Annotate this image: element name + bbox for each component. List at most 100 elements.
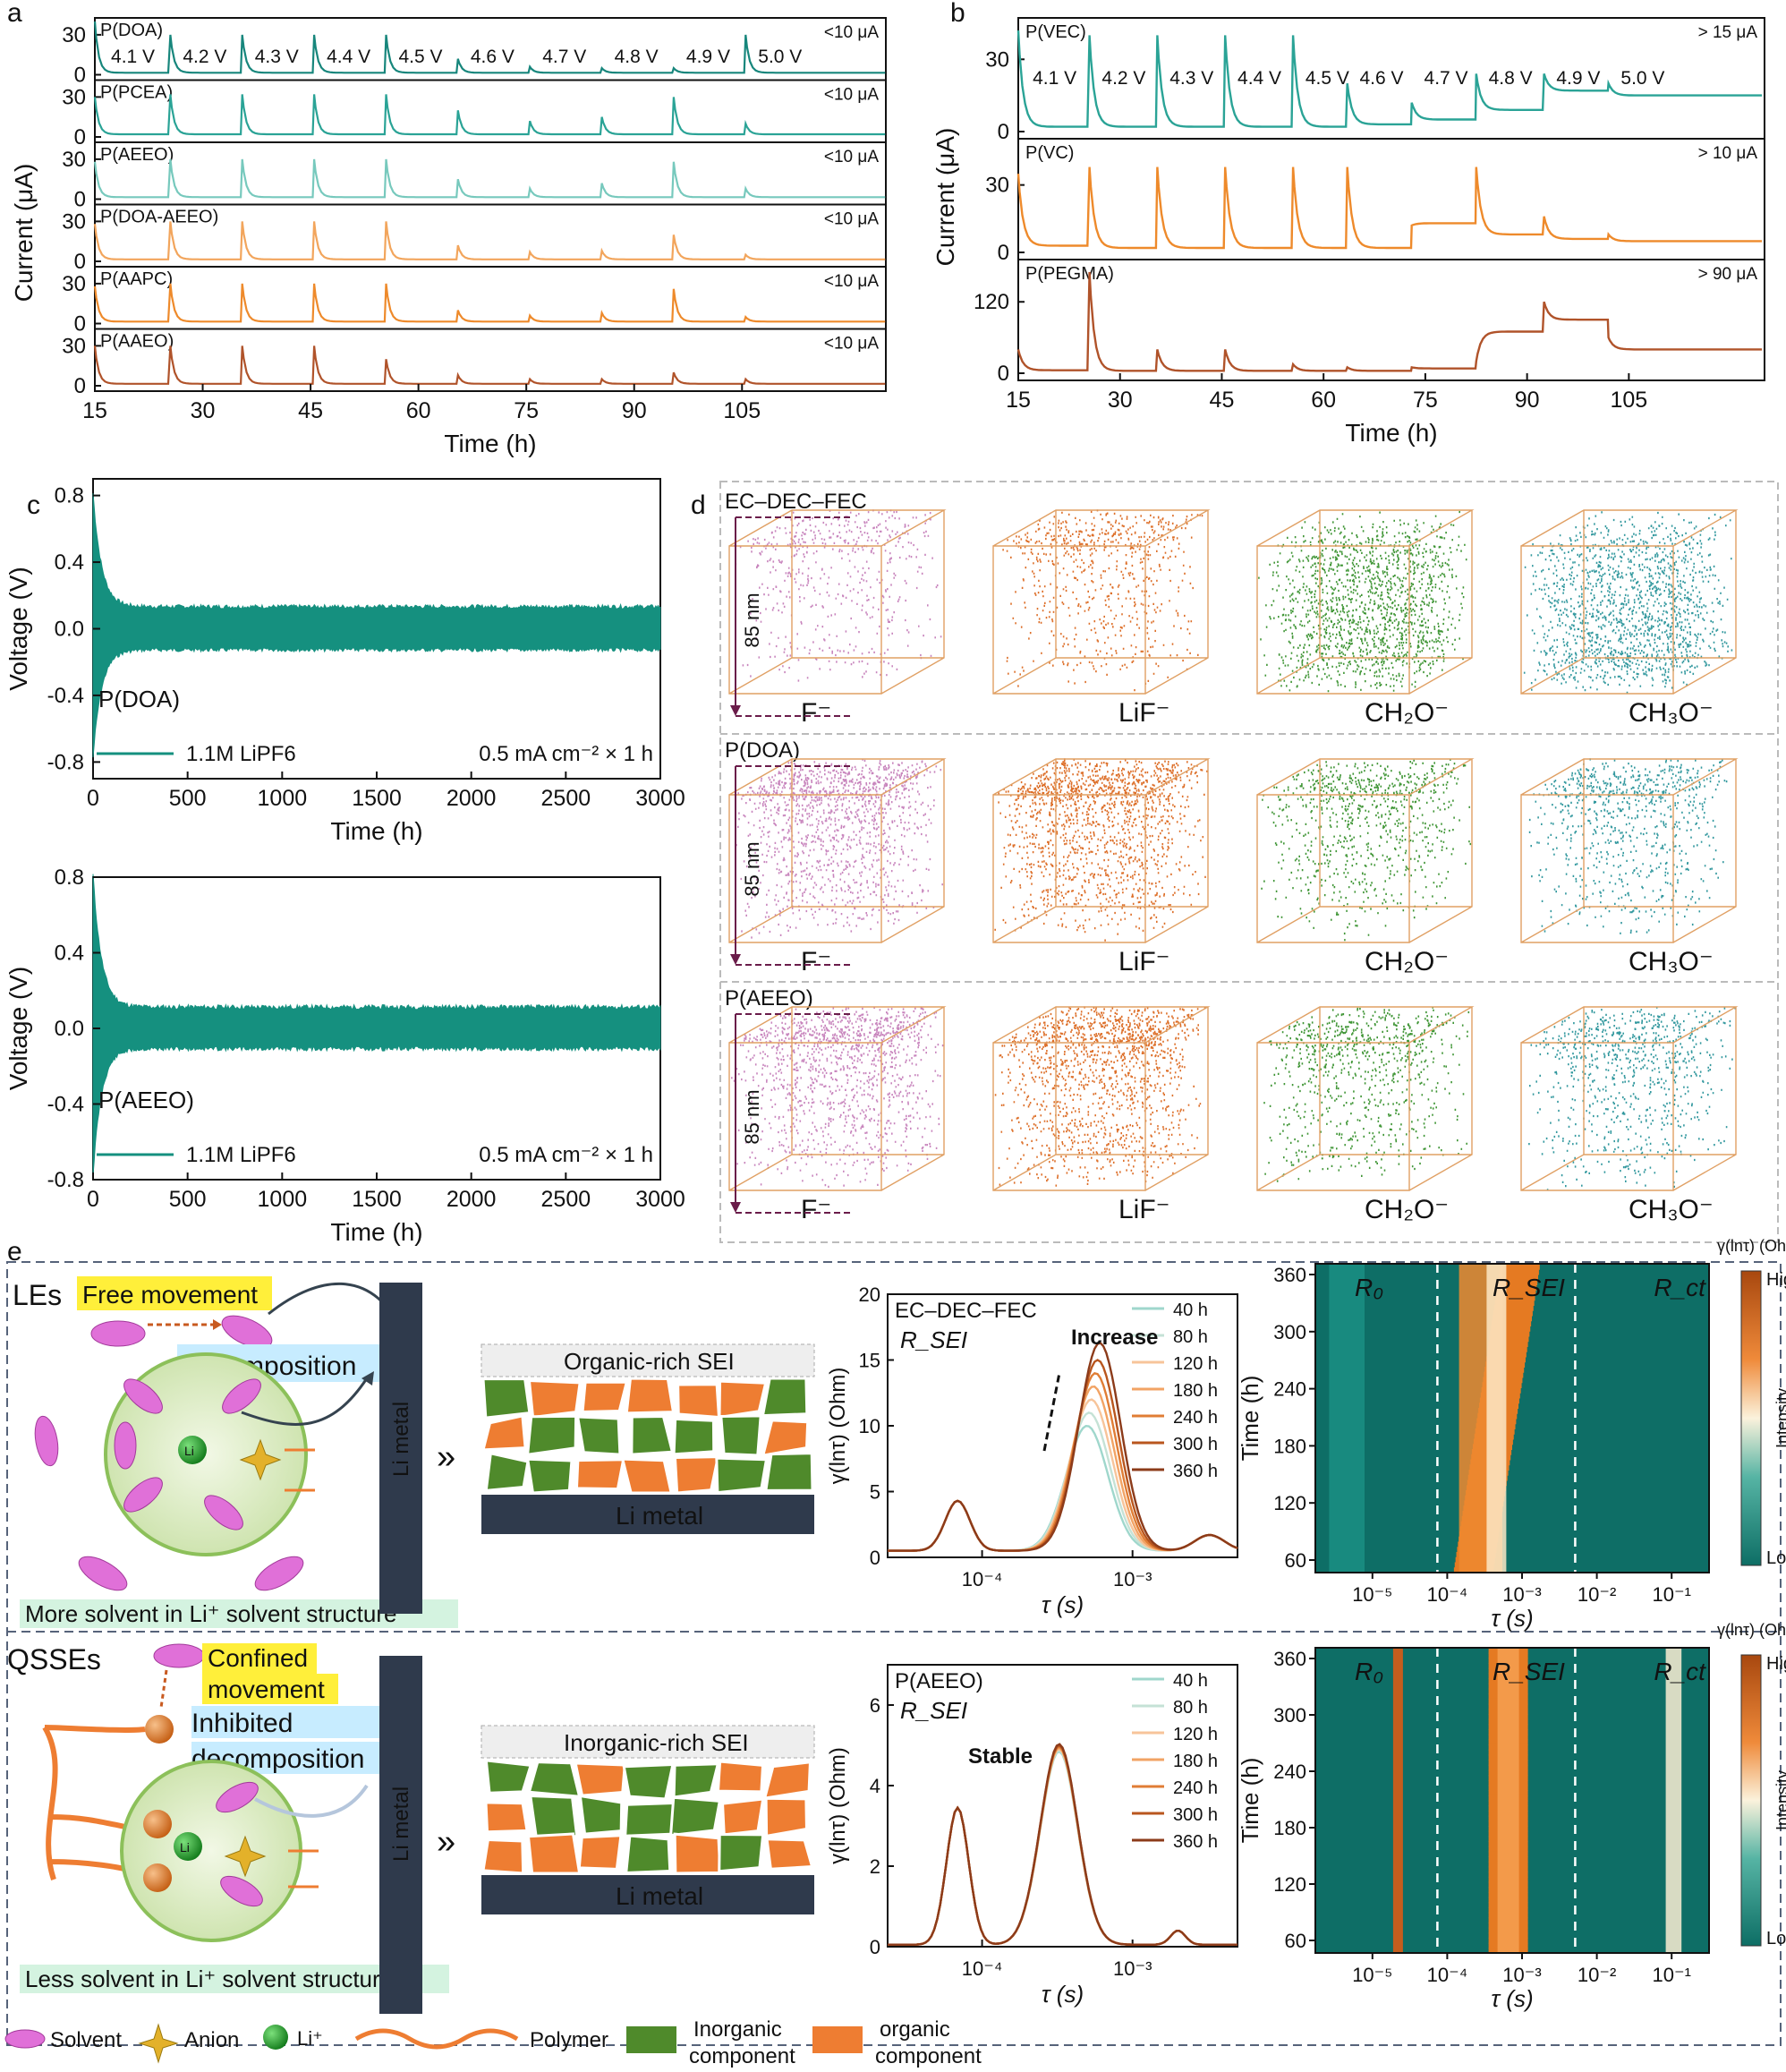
panel-a-voltage-label: 4.8 V (615, 47, 659, 67)
heatmap-band (1494, 1300, 1535, 1306)
panel-d-cube-edges (1256, 758, 1475, 943)
sei-grain (764, 1796, 808, 1838)
panel-d-cube (1256, 1006, 1475, 1191)
drt-ytick: 2 (870, 1855, 880, 1878)
colorbar (1740, 1270, 1762, 1566)
panel-a-voltage-label: 4.9 V (686, 47, 730, 67)
sei-grain (484, 1451, 530, 1493)
panel-d-ion-cloud (1523, 511, 1733, 694)
panel-c-ytick: 0.4 (55, 942, 84, 966)
li-ion (178, 1436, 207, 1464)
colorbar (1740, 1654, 1762, 1947)
panel-a-voltage-label: 4.7 V (542, 47, 586, 67)
li-metal-base-top (481, 1495, 814, 1534)
panel-d-ion-cloud (1261, 758, 1472, 942)
heatmap-ytick: 240 (1273, 1378, 1306, 1401)
panel-a-line-5 (93, 283, 886, 323)
panel-a-voltage-label: 5.0 V (758, 47, 802, 67)
panel-b-voltage-label: 4.6 V (1360, 68, 1404, 89)
panel-b-voltage-label: 4.3 V (1169, 68, 1213, 89)
panel-d-column-label: CH₃O⁻ (1629, 698, 1714, 728)
panel-c-xtick: 2500 (541, 786, 591, 811)
panel-label-c: c (27, 490, 40, 520)
panel-d-cube (1520, 758, 1739, 943)
panel-d-arrow-head (730, 954, 741, 965)
panel-c-xtick: 2500 (541, 1187, 591, 1212)
heatmap-ytick: 180 (1273, 1817, 1306, 1839)
legend-anion-swatch (138, 2023, 179, 2064)
panel-d-cube (992, 1006, 1211, 1191)
panel-d-ion-cloud (735, 758, 943, 939)
les-schematic: LEs Free movement Decomposition Li More … (13, 1276, 815, 1628)
legend-anion: Anion (184, 2028, 239, 2052)
panel-d-ion-cloud (1528, 1006, 1736, 1191)
panel-d-column-label: LiF⁻ (1118, 698, 1170, 728)
panel-a-line-4 (93, 221, 886, 260)
panel-d-cube-edges (1520, 758, 1739, 943)
sei-grain (718, 1833, 765, 1873)
panel-c-xtick: 500 (169, 1187, 207, 1212)
colorbar-title: γ(lnτ) (Ohm) (1717, 1237, 1786, 1255)
heatmap-ylabel: Time (h) (1237, 1376, 1263, 1462)
panel-a-xlabel: Time (h) (444, 430, 536, 457)
panel-e-frame (6, 1261, 1782, 2046)
colorbar-mid: Intensity (1773, 1770, 1786, 1830)
panel-d-ion-cloud (1528, 758, 1728, 934)
panel-a-series-name: P(AEEO) (100, 145, 174, 165)
heatmap-region-label: R_ct (1654, 1274, 1706, 1301)
bottom-legend: Solvent Anion Li⁺ Polymer Inorganic comp… (4, 2017, 982, 2068)
drt-xtick: 10⁻³ (1113, 1957, 1152, 1980)
panel-b-line-3 (1016, 271, 1762, 372)
panel-a-series-name: P(PCEA) (100, 83, 173, 103)
panel-c-xtick: 500 (169, 786, 207, 811)
panel-b-ytick: 0 (998, 362, 1009, 386)
panel-d-column-label: CH₃O⁻ (1629, 1195, 1714, 1224)
panel-d-cube-edges (1256, 509, 1475, 695)
panel-label-d: d (691, 490, 706, 520)
heatmap-xtick: 10⁻³ (1502, 1964, 1541, 1986)
panel-a-series-name: P(DOA) (100, 21, 163, 40)
sei-grain (525, 1414, 578, 1456)
panel-b-voltage-label: 4.4 V (1237, 68, 1281, 89)
panel-d-row-label: P(DOA) (725, 738, 800, 763)
panel-label-b: b (950, 0, 965, 28)
heatmap-ytick: 120 (1273, 1873, 1306, 1896)
panel-b-line-2 (1016, 166, 1762, 250)
inorganic-sei-title: Inorganic-rich SEI (564, 1729, 749, 1756)
panel-c-legend: 1.1M LiPF6 (186, 742, 296, 766)
panel-c-ytick: 0.8 (55, 484, 84, 508)
panel-d-ion-cloud (731, 1006, 944, 1188)
panel-c-ytick: 0.0 (55, 1017, 84, 1041)
drt-legend-label: 360 h (1173, 1462, 1218, 1481)
panel-d-frame (719, 481, 1779, 1243)
drt-ytick: 15 (859, 1350, 880, 1372)
panel-d-column-label: F⁻ (801, 698, 831, 728)
panel-a-line-6 (93, 345, 886, 385)
heatmap-xtick: 10⁻² (1578, 1964, 1616, 1986)
drt-legend-label: 240 h (1173, 1408, 1218, 1428)
panel-b-voltage-label: 4.5 V (1305, 68, 1349, 89)
panel-b-xtick: 105 (1611, 388, 1648, 413)
sei-grain (668, 1795, 722, 1838)
panel-a-ytick: 30 (62, 23, 86, 47)
panel-a-series-note: <10 μA (824, 148, 879, 166)
drt-legend-label: 360 h (1173, 1832, 1218, 1852)
drt-trend-arrow (1042, 1372, 1061, 1452)
panel-b-series-note: > 90 μA (1698, 265, 1758, 284)
sei-grain (720, 1797, 765, 1837)
heatmap-band (1497, 1284, 1537, 1291)
organic-sei-header (481, 1343, 815, 1377)
panel-a-ytick: 30 (62, 272, 86, 296)
panel-a-xtick: 75 (514, 398, 539, 423)
panel-d-cube (1520, 509, 1739, 695)
panel-b-series-name: P(VC) (1025, 143, 1074, 163)
colorbar-title: γ(lnτ) (Ohm) (1717, 1621, 1786, 1639)
panel-a-xtick: 105 (723, 398, 761, 423)
panel-c-xtick: 1000 (258, 786, 308, 811)
heatmap-xtick: 10⁻⁴ (1427, 1583, 1468, 1606)
panel-c-xtick: 2000 (446, 786, 497, 811)
sei-grain (673, 1455, 720, 1495)
sei-grain (484, 1801, 529, 1834)
panel-a-xtick: 90 (622, 398, 647, 423)
